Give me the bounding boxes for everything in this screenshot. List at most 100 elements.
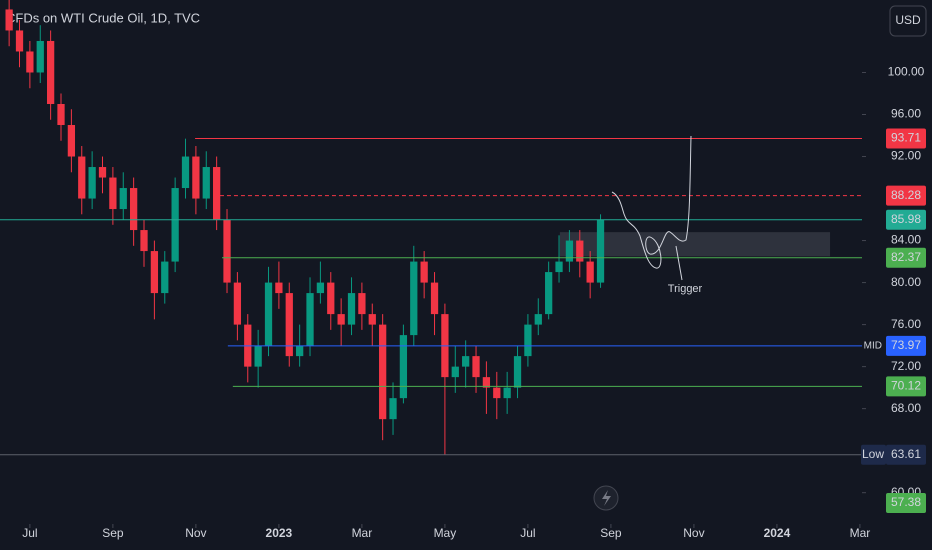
candle-body — [524, 324, 532, 357]
candle-body — [565, 240, 574, 262]
candle-body — [472, 356, 480, 378]
level-label-box — [886, 493, 926, 513]
candle-body — [78, 156, 86, 199]
candle-body — [254, 345, 262, 367]
candle-body — [150, 251, 159, 294]
level-label: 73.97 — [891, 338, 921, 352]
x-tick-label: Nov — [185, 526, 206, 540]
level-label-box — [886, 128, 926, 149]
candle-body — [430, 282, 439, 315]
candle-body — [379, 324, 387, 420]
candle-body — [192, 156, 200, 199]
candle-body — [534, 314, 542, 325]
candle-body — [285, 293, 293, 357]
y-tick-label: 76.00 — [891, 317, 921, 331]
level-label: 93.71 — [891, 131, 921, 145]
candle-body — [327, 282, 335, 315]
x-tick-label: Jul — [520, 526, 535, 540]
candle-body — [119, 188, 127, 210]
chart-title: CFDs on WTI Crude Oil, 1D, TVC — [6, 10, 200, 25]
y-tick-label: 96.00 — [891, 107, 921, 121]
level-label-box — [886, 335, 926, 356]
currency-button[interactable] — [889, 5, 927, 37]
level-label: 70.12 — [891, 379, 921, 393]
x-tick-label: Sep — [600, 526, 622, 540]
candle-body — [57, 104, 65, 126]
candle-body — [213, 167, 221, 220]
level-label-box — [886, 444, 926, 465]
candle-body — [264, 282, 273, 346]
candle-body — [67, 125, 76, 157]
candle-body — [130, 188, 138, 231]
y-tick-label: 68.00 — [891, 401, 921, 415]
candle-body — [586, 261, 594, 283]
candle-body — [98, 167, 107, 178]
candle-body — [399, 335, 408, 399]
candle-body — [451, 366, 459, 378]
x-tick-label: Sep — [102, 526, 124, 540]
candle-body — [420, 261, 428, 283]
level-label: 63.61 — [891, 447, 921, 461]
candle-body — [462, 356, 470, 367]
candle-body — [513, 356, 522, 388]
candle-body — [545, 272, 553, 315]
candle-body — [296, 345, 304, 357]
candle-body — [47, 40, 55, 104]
x-tick-label: 2023 — [266, 526, 293, 540]
annotation: Trigger — [668, 283, 703, 295]
candle-body — [233, 282, 242, 325]
candle-body — [161, 261, 169, 294]
plot: 100.00 96.00 92.00 84.00 80.00 76.00 72.00 68.0… — [0, 0, 925, 540]
hand-drawn-path — [611, 135, 692, 269]
candle-body — [389, 398, 397, 420]
level-label-box — [886, 376, 926, 397]
trigger-pointer — [675, 245, 683, 281]
y-tick-label: 80.00 — [891, 275, 921, 289]
level-tag: Low — [862, 447, 884, 461]
x-tick-label: Jul — [22, 526, 37, 540]
candle-body — [223, 219, 231, 283]
candle-body — [368, 314, 376, 325]
candle-body — [15, 30, 24, 52]
level-label: 88.28 — [891, 188, 921, 202]
candle-body — [88, 167, 96, 199]
level-label-box — [886, 247, 926, 268]
x-tick-label: Nov — [683, 526, 704, 540]
candle-body — [36, 40, 44, 73]
candle-body — [202, 167, 210, 199]
candle-body — [181, 156, 190, 189]
candle-body — [171, 188, 179, 262]
level-label: 85.98 — [891, 212, 921, 226]
lightning — [602, 490, 611, 506]
x-tick-label: Mar — [352, 526, 373, 540]
candle-body — [358, 293, 366, 315]
y-tick-label: 72.00 — [891, 359, 921, 373]
candle-body — [410, 261, 418, 336]
candle-body — [482, 377, 491, 388]
y-tick-label: 100.00 — [888, 65, 925, 79]
candle-body — [140, 230, 148, 252]
candle-body — [493, 387, 501, 399]
level-label: 82.37 — [891, 250, 921, 264]
zone — [559, 232, 831, 257]
level-label-box — [886, 185, 926, 206]
level-label: 57.38 — [891, 495, 921, 509]
x-tick-label: May — [434, 526, 457, 540]
x-tick-label: Mar — [850, 526, 871, 540]
level-tag-box — [861, 444, 886, 465]
candle-body — [347, 293, 356, 325]
level-label-box — [886, 209, 926, 230]
candle-body — [337, 314, 345, 325]
currency-label[interactable]: USD — [895, 13, 921, 27]
level-tag: MID — [864, 341, 882, 352]
candle-body — [109, 177, 117, 210]
candle-body — [26, 51, 34, 73]
candle-body — [503, 387, 511, 399]
candle-body — [596, 219, 605, 283]
candle-body — [306, 293, 314, 346]
candle-body — [316, 282, 325, 294]
x-tick-label: 2024 — [764, 526, 791, 540]
